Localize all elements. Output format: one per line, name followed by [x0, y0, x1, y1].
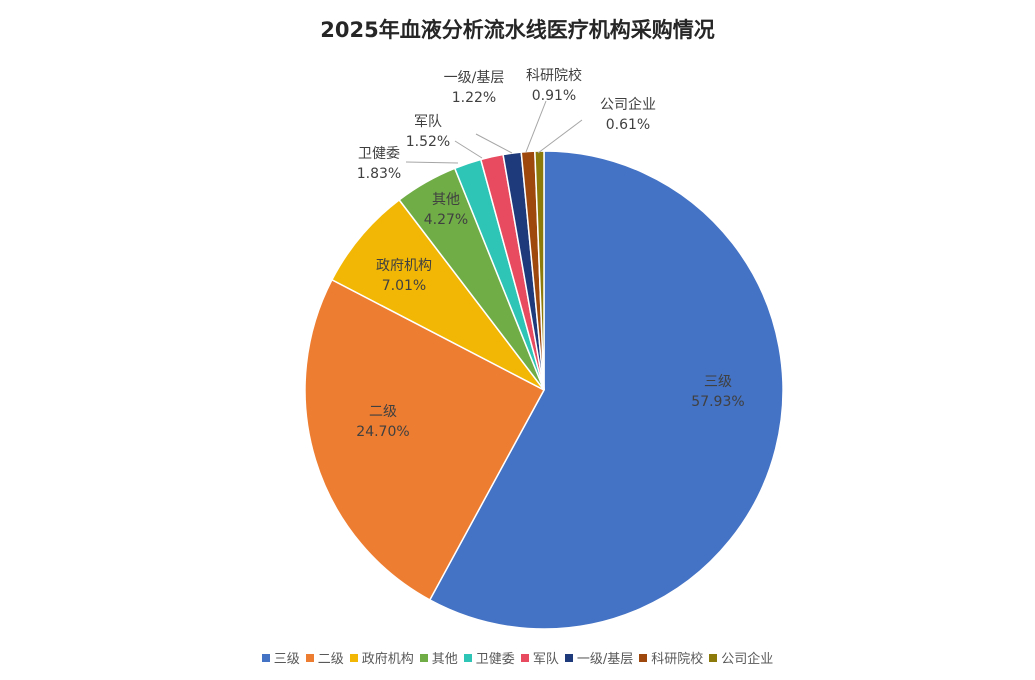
legend-label: 二级 [317, 652, 344, 667]
legend-item-5: 卫健委 [463, 648, 515, 667]
legend-item-9: 公司企业 [709, 648, 773, 667]
slice-value-label-6: 1.52% [406, 134, 450, 150]
leader-line-6 [454, 140, 483, 159]
legend-label: 政府机构 [361, 652, 414, 667]
slice-value-label-4: 4.27% [424, 212, 468, 228]
legend-label: 科研院校 [651, 652, 704, 667]
legend-swatch [261, 653, 270, 662]
chart-title: 2025年血液分析流水线医疗机构采购情况 [320, 18, 715, 42]
legend-item-3: 政府机构 [349, 648, 414, 667]
legend-swatch [419, 653, 428, 662]
slice-category-label-8: 科研院校 [526, 67, 582, 84]
pie-slice-1 [428, 150, 784, 630]
pie-slices [304, 150, 784, 630]
legend-swatch [639, 653, 648, 662]
data-labels: 三级 57.93% 二级 24.70% 政府机构 7.01% 其他 4.27% 卫健委 1.83%… [356, 67, 744, 440]
legend-swatch [564, 653, 573, 662]
legend-label: 公司企业 [721, 652, 774, 667]
leader-lines [405, 100, 583, 164]
leader-line-8 [525, 100, 547, 153]
legend-swatch [305, 653, 314, 662]
legend-label: 三级 [273, 652, 300, 667]
slice-value-label-3: 7.01% [382, 278, 426, 294]
slice-category-label-4: 其他 [432, 192, 460, 208]
slice-category-label-5: 卫健委 [358, 146, 400, 162]
slice-category-label-7: 一级/基层 [444, 69, 505, 86]
chart-legend: 三级 二级 政府机构 其他 卫健委 军队 一级/基层 科研院校 公司企业 [0, 648, 1035, 667]
leader-line-9 [537, 119, 583, 154]
legend-item-1: 三级 [261, 648, 300, 667]
slice-value-label-9: 0.61% [606, 117, 650, 133]
legend-item-4: 其他 [419, 648, 458, 667]
legend-item-6: 军队 [520, 648, 559, 667]
pie-slice-3 [330, 198, 545, 391]
leader-line-5 [405, 161, 459, 164]
legend-item-8: 科研院校 [639, 648, 703, 667]
legend-swatch [709, 653, 718, 662]
legend-label: 其他 [431, 652, 458, 667]
slice-category-label-1: 三级 [704, 374, 732, 390]
legend-label: 一级/基层 [576, 652, 634, 667]
legend-item-2: 二级 [305, 648, 344, 667]
legend-swatch [463, 653, 472, 662]
slice-category-label-3: 政府机构 [376, 258, 432, 274]
legend-item-7: 一级/基层 [564, 648, 634, 667]
leader-line-7 [475, 133, 513, 154]
pie-slice-2 [304, 278, 546, 601]
legend-label: 军队 [532, 652, 559, 667]
slice-value-label-1: 57.93% [691, 394, 744, 410]
slice-category-label-6: 军队 [414, 114, 442, 130]
slice-value-label-7: 1.22% [452, 90, 496, 106]
legend-label: 卫健委 [475, 652, 515, 667]
slice-category-label-2: 二级 [369, 404, 397, 420]
slice-value-label-8: 0.91% [532, 88, 576, 104]
legend-swatch [349, 653, 358, 662]
slice-value-label-5: 1.83% [357, 166, 401, 182]
slice-category-label-9: 公司企业 [600, 96, 656, 113]
slice-value-label-2: 24.70% [356, 424, 409, 440]
pie-slice-9 [534, 150, 545, 391]
legend-swatch [520, 653, 529, 662]
